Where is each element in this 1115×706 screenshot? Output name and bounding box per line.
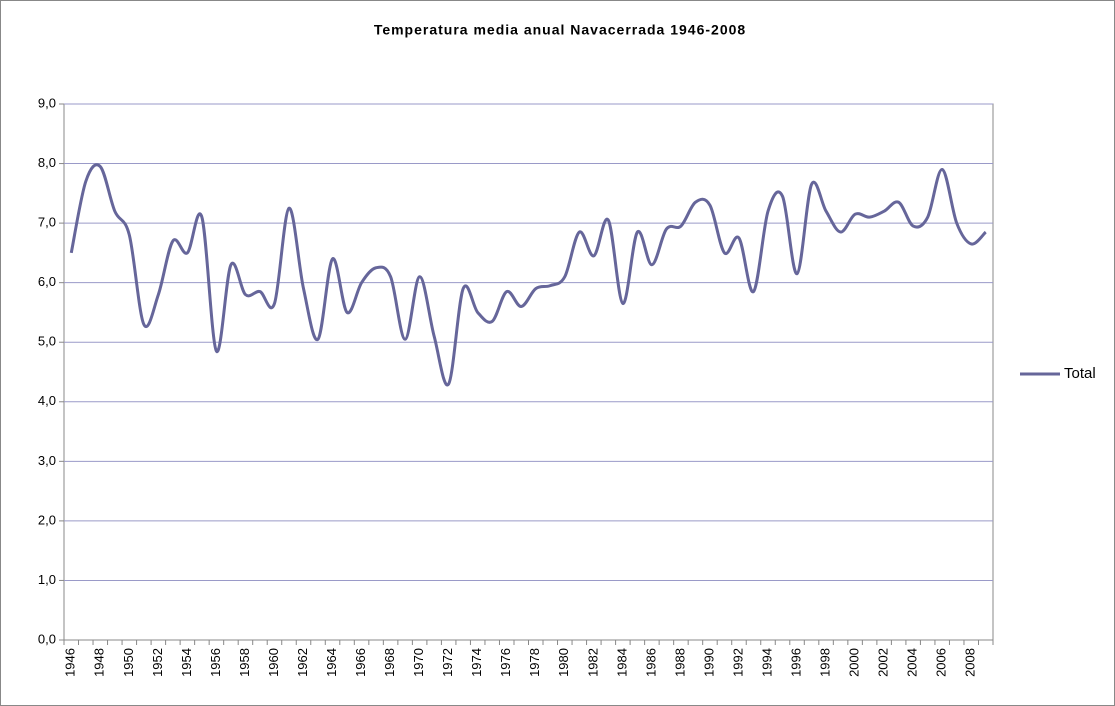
x-tick-label: 2000	[847, 648, 862, 677]
x-tick-label: 1984	[614, 648, 629, 677]
x-tick-label: 1998	[818, 648, 833, 677]
y-tick-label: 3,0	[38, 453, 56, 468]
x-tick-label: 1966	[353, 648, 368, 677]
plot-area	[63, 103, 994, 641]
y-tick-label: 7,0	[38, 215, 56, 230]
x-tick-label: 1990	[701, 648, 716, 677]
x-tick-label: 1974	[469, 648, 484, 677]
y-tick-label: 0,0	[38, 631, 56, 646]
x-tick-label: 1958	[237, 648, 252, 677]
x-tick-label: 1950	[121, 648, 136, 677]
x-tick-label: 1948	[92, 648, 107, 677]
chart-title: Temperatura media anual Navacerrada 1946…	[374, 22, 746, 38]
y-tick-label: 8,0	[38, 155, 56, 170]
x-tick-label: 2008	[963, 648, 978, 677]
x-tick-label: 1978	[527, 648, 542, 677]
x-tick-label: 1962	[295, 648, 310, 677]
y-tick-label: 6,0	[38, 274, 56, 289]
y-tick-label: 2,0	[38, 512, 56, 527]
x-tick-label: 1994	[759, 648, 774, 677]
x-tick-label: 2006	[934, 648, 949, 677]
y-tick-label: 5,0	[38, 334, 56, 349]
x-tick-label: 1980	[556, 648, 571, 677]
y-tick-label: 9,0	[38, 95, 56, 110]
x-tick-label: 1992	[730, 648, 745, 677]
x-tick-label: 1952	[150, 648, 165, 677]
x-tick-label: 1970	[411, 648, 426, 677]
x-tick-label: 2004	[905, 648, 920, 677]
y-tick-label: 4,0	[38, 393, 56, 408]
x-tick-label: 1986	[643, 648, 658, 677]
x-tick-label: 1982	[585, 648, 600, 677]
x-tick-label: 1956	[208, 648, 223, 677]
x-tick-label: 1960	[266, 648, 281, 677]
x-tick-label: 1996	[788, 648, 803, 677]
x-tick-label: 2002	[876, 648, 891, 677]
x-tick-label: 1968	[382, 648, 397, 677]
y-tick-label: 1,0	[38, 572, 56, 587]
legend-label: Total	[1064, 365, 1096, 382]
x-tick-label: 1976	[498, 648, 513, 677]
x-tick-label: 1964	[324, 648, 339, 677]
x-tick-label: 1988	[672, 648, 687, 677]
x-tick-label: 1954	[179, 648, 194, 677]
line-series	[69, 163, 987, 387]
x-tick-label: 1972	[440, 648, 455, 677]
x-tick-label: 1946	[63, 648, 78, 677]
